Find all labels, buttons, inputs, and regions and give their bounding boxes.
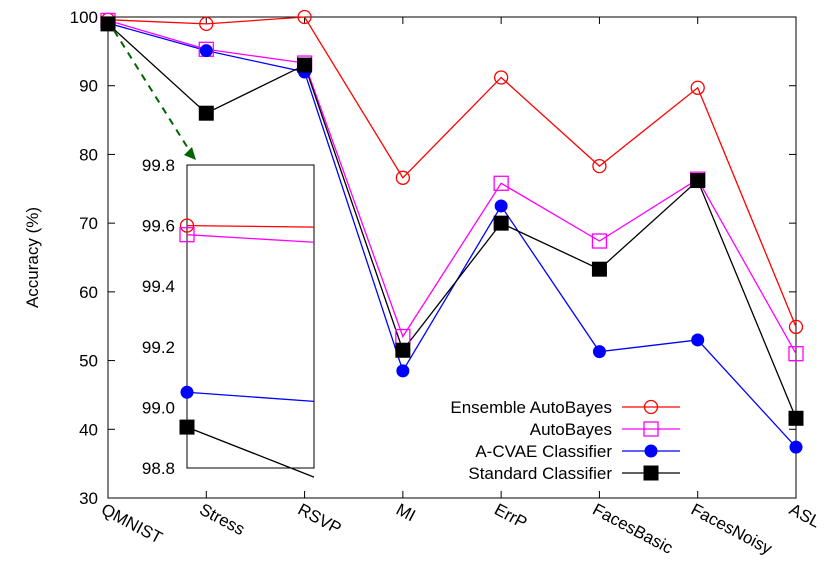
y-tick-label: 100 [70, 8, 98, 27]
y-tick-label: 30 [79, 489, 98, 508]
plot-frame [107, 16, 797, 499]
inset-series-line [186, 391, 315, 402]
y-axis-label: Accuracy (%) [23, 207, 42, 308]
legend-label: Standard Classifier [468, 464, 612, 483]
series-line [107, 22, 797, 448]
x-tick-label: Stress [196, 500, 247, 539]
series-line [107, 19, 797, 355]
data-point [297, 57, 313, 73]
legend: Ensemble AutoBayes AutoBayes A-CVAE Classi… [450, 398, 680, 483]
data-point [591, 233, 608, 249]
data-point [591, 261, 607, 277]
inset-y-tick-label: 99.0 [142, 398, 175, 417]
legend-label: A-CVAE Classifier [475, 442, 612, 461]
data-point [690, 80, 705, 95]
data-point [395, 342, 411, 358]
inset-y-tick-label: 99.8 [142, 156, 175, 175]
x-tick-label: MI [393, 500, 419, 526]
data-point [395, 170, 411, 185]
data-point [493, 215, 509, 231]
y-tick-label: 40 [79, 420, 98, 439]
inset-frame [186, 164, 315, 469]
data-point [100, 16, 116, 32]
series-markers [100, 16, 804, 426]
series-standard-classifier [107, 23, 797, 419]
data-point [199, 16, 214, 32]
y-tick-label: 50 [79, 352, 98, 371]
inset-series-line [186, 234, 315, 243]
series-line [107, 23, 797, 419]
data-point [180, 385, 194, 399]
data-point [592, 158, 607, 174]
series-a-cvae-classifier [107, 22, 797, 448]
data-point [198, 105, 214, 121]
x-tick-label: QMNIST [98, 500, 165, 548]
data-point [691, 333, 705, 347]
data-point [644, 444, 658, 458]
inset-series-line [186, 224, 315, 228]
inset-y-tick-label: 99.2 [142, 338, 175, 357]
y-tick-label: 60 [79, 283, 98, 302]
x-tick-label: ErrP [491, 500, 530, 533]
data-point [788, 410, 804, 426]
data-point [690, 173, 706, 189]
data-point [789, 440, 803, 454]
inset-y-tick-label: 98.8 [142, 459, 175, 478]
zoom-arrow-head [184, 147, 196, 160]
data-point [494, 199, 508, 213]
data-point [788, 319, 804, 335]
zoom-arrow-line [113, 29, 192, 154]
data-point [592, 345, 606, 359]
data-point [493, 70, 509, 85]
y-tick-label: 90 [79, 77, 98, 96]
data-point [493, 175, 509, 191]
series-layer [100, 9, 804, 454]
data-point [643, 421, 659, 437]
x-tick-label: RSVP [295, 500, 345, 539]
data-point [643, 465, 659, 481]
data-point [179, 419, 195, 435]
inset-series-line [186, 426, 315, 478]
series-autobayes [107, 19, 797, 355]
inset-plot: 98.8 99.0 99.2 99.4 99.6 99.8 [113, 29, 315, 478]
inset-y-tick-label: 99.4 [142, 277, 175, 296]
x-tick-label: FacesBasic [590, 500, 677, 558]
data-point [297, 9, 312, 25]
y-tick-label: 80 [79, 145, 98, 164]
series-line [107, 16, 797, 328]
series-ensemble-autobayes [107, 16, 797, 328]
data-point [179, 218, 195, 233]
x-tick-label: ASL [786, 500, 823, 532]
x-tick-label: FacesNoisy [688, 500, 776, 559]
data-point [788, 346, 804, 362]
inset-y-tick-label: 99.6 [142, 217, 175, 236]
legend-label: Ensemble AutoBayes [450, 398, 612, 417]
data-point [396, 364, 410, 378]
legend-label: AutoBayes [530, 420, 612, 439]
data-point [179, 227, 195, 243]
data-point [643, 399, 659, 415]
y-tick-label: 70 [79, 214, 98, 233]
data-point [199, 44, 213, 58]
